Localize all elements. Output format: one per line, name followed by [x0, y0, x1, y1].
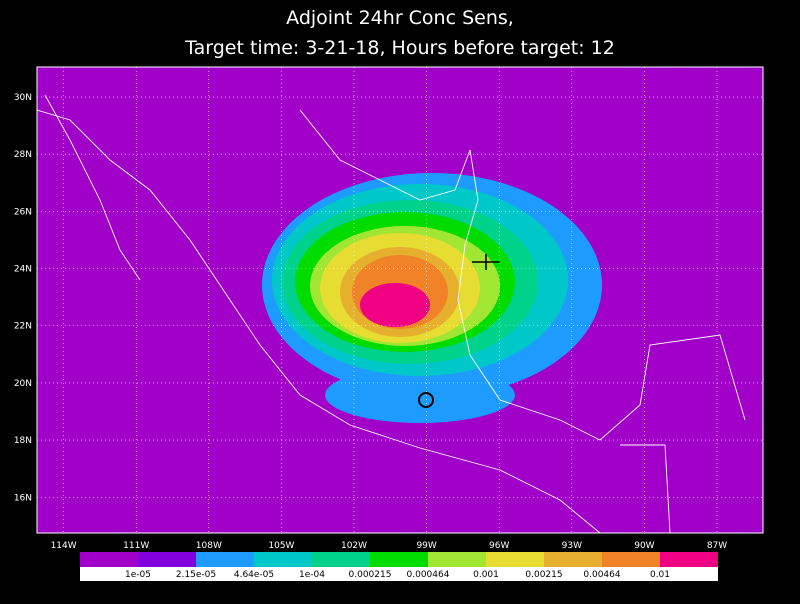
x-tick-label: 90W — [634, 541, 654, 551]
colorbar-label: 0.001 — [473, 570, 499, 580]
colorbar-label: 0.00464 — [583, 570, 620, 580]
colorbar-label: 2.15e-05 — [176, 570, 216, 580]
y-tick-label: 30N — [14, 93, 32, 103]
colorbar-label: 0.000215 — [349, 570, 392, 580]
y-tick-label: 16N — [14, 493, 32, 503]
source-marker — [418, 392, 434, 408]
x-tick-label: 114W — [51, 541, 77, 551]
colorbar-box — [312, 552, 370, 567]
y-tick-label: 20N — [14, 379, 32, 389]
colorbar-label: 4.64e-05 — [234, 570, 274, 580]
colorbar-box — [428, 552, 486, 567]
contour-field — [262, 173, 602, 423]
colorbar-label: 1e-04 — [299, 570, 325, 580]
y-tick-label: 24N — [14, 265, 32, 275]
y-tick-label: 26N — [14, 207, 32, 217]
title: Target time: 3-21-18, Hours before targe… — [184, 37, 615, 59]
colorbar-label-bg — [80, 567, 718, 581]
colorbar-box — [544, 552, 602, 567]
map-border — [36, 66, 764, 534]
colorbar-box — [602, 552, 660, 567]
colorbar-label: 1e-05 — [125, 570, 151, 580]
x-tick-label: 111W — [123, 541, 149, 551]
colorbar-box — [80, 552, 138, 567]
colorbar-box — [486, 552, 544, 567]
x-tick-label: 87W — [707, 541, 727, 551]
x-tick-label: 93W — [562, 541, 582, 551]
y-tick-label: 22N — [14, 322, 32, 332]
coastlines — [37, 94, 746, 533]
x-tick-label: 105W — [268, 541, 294, 551]
colorbar-label: 0.01 — [650, 570, 670, 580]
title: Adjoint 24hr Conc Sens, — [286, 7, 514, 29]
colorbar-box — [196, 552, 254, 567]
colorbar-box — [254, 552, 312, 567]
colorbar-label: 0.000464 — [407, 570, 450, 580]
x-tick-label: 108W — [196, 541, 222, 551]
graticule — [37, 67, 763, 533]
x-tick-label: 99W — [416, 541, 436, 551]
x-tick-label: 102W — [341, 541, 367, 551]
colorbar-box — [138, 552, 196, 567]
x-tick-label: 96W — [489, 541, 509, 551]
y-tick-label: 18N — [14, 436, 32, 446]
contour-band — [360, 283, 430, 327]
y-tick-label: 28N — [14, 150, 32, 160]
colorbar-box — [370, 552, 428, 567]
colorbar-label: 0.00215 — [525, 570, 562, 580]
colorbar-box — [660, 552, 718, 567]
